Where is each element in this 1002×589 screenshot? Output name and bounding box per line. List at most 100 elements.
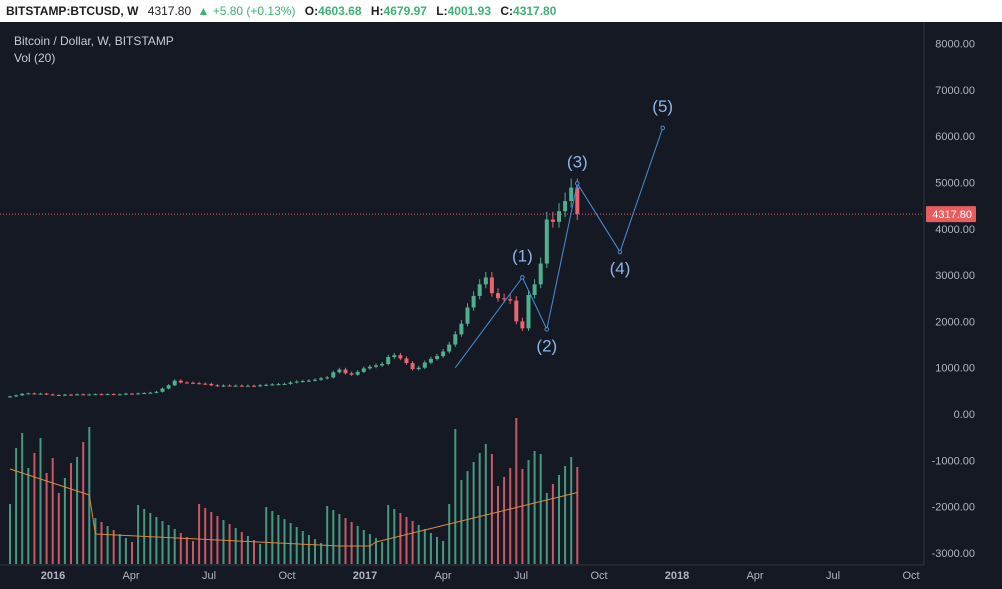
candle-body [32,393,37,395]
volume-bar [356,526,359,564]
chart-canvas[interactable]: 8000.00 7000.00 6000.00 5000.00 4000.00 3000.… [0,22,1002,589]
wave-point [617,249,623,255]
volume-bar [265,507,268,564]
symbol-label[interactable]: BITSTAMP:BTCUSD, W [6,4,139,18]
candle-body [87,394,92,396]
candle-body [483,277,488,285]
volume-bar [521,469,524,564]
chart-title: Bitcoin / Dollar, W, BITSTAMP [14,34,174,48]
volume-bar [551,484,554,564]
candle-body [306,380,311,382]
candle-body [349,373,354,375]
x-tick-label: Oct [278,570,295,582]
volume-bar [570,457,573,564]
volume-legend: Vol (20) [14,51,56,65]
volume-bar [533,451,536,564]
y-tick-label: 4000.00 [935,224,975,236]
candle-body [44,393,49,395]
last-price-badge [926,206,976,223]
y-tick-label: 5000.00 [935,178,975,190]
volume-bar [161,521,164,564]
volume-bar [448,504,451,564]
open-label: O: [304,4,319,18]
y-tick-label: -1000.00 [932,455,975,467]
candle-body [374,365,378,367]
last-price-badge-label: 4317.80 [932,209,972,221]
volume-bar [509,468,512,564]
candle-body [447,344,452,352]
volume-bar [295,527,298,564]
candle-body [520,321,525,329]
volume-bar [51,458,54,564]
volume-bar [368,534,371,564]
candle-body [215,385,220,387]
low-label: L: [436,4,448,18]
candle-body [166,385,171,389]
y-tick-label: 8000.00 [935,39,975,51]
volume-bar [527,460,530,564]
close-label: C: [500,4,514,18]
volume-bar [326,506,329,564]
wave-path [454,127,664,368]
volume-bar [106,526,109,564]
candle-body [465,307,470,324]
volume-bar [271,511,274,564]
x-tick-label: Jul [514,570,528,582]
volume-bar [112,530,115,564]
candle-body [496,293,500,299]
last-price: 4317.80 [147,4,192,18]
candle-body [105,394,110,396]
candle-body [288,382,293,384]
candle-body [361,368,366,372]
volume-bar [57,493,60,564]
volume-bar [490,454,493,564]
volume-bar [454,429,457,564]
candle-body [343,369,348,374]
candle-body [227,385,232,387]
candle-body [422,362,427,368]
candle-body [191,382,195,384]
wave-label: (2) [536,336,557,355]
volume-bar [429,533,432,564]
candle-body [410,363,415,370]
candle-body [538,263,543,285]
candle-body [130,393,134,395]
candle-body [502,298,507,300]
price-chart[interactable]: 8000.00 7000.00 6000.00 5000.00 4000.00 3000.… [0,22,1002,589]
volume-bar [320,543,323,564]
candle-body [75,394,80,396]
volume-bar [210,512,213,564]
volume-bar [222,520,225,564]
candle-body [276,384,281,386]
volume-bar [253,540,255,564]
volume-bar [39,438,42,564]
wave-label: (1) [512,246,533,265]
x-tick-label: Apr [122,570,139,582]
candle-body [233,385,238,387]
volume-bar [167,525,170,564]
x-tick-label: Oct [590,570,607,582]
volume-bar [375,538,377,564]
volume-bar [118,534,121,564]
candle-body [575,187,580,215]
volume-bar [15,448,18,564]
candle-body [508,299,513,301]
candle-body [532,284,537,296]
candle-body [386,357,391,364]
candle-body [172,380,177,386]
volume-bar [350,522,353,564]
candle-body [8,396,12,398]
wave-label: (3) [567,152,588,171]
candle-body [319,378,324,380]
candle-body [489,277,494,294]
candle-body [93,394,98,396]
candle-body [148,392,153,394]
candle-body [252,385,256,387]
candle-body [123,393,128,395]
volume-bar [63,478,66,564]
volume-bar [436,537,438,564]
volume-bar [423,529,426,564]
volume-bar [545,493,548,564]
x-tick-label: Apr [434,570,451,582]
candle-body [569,187,574,202]
